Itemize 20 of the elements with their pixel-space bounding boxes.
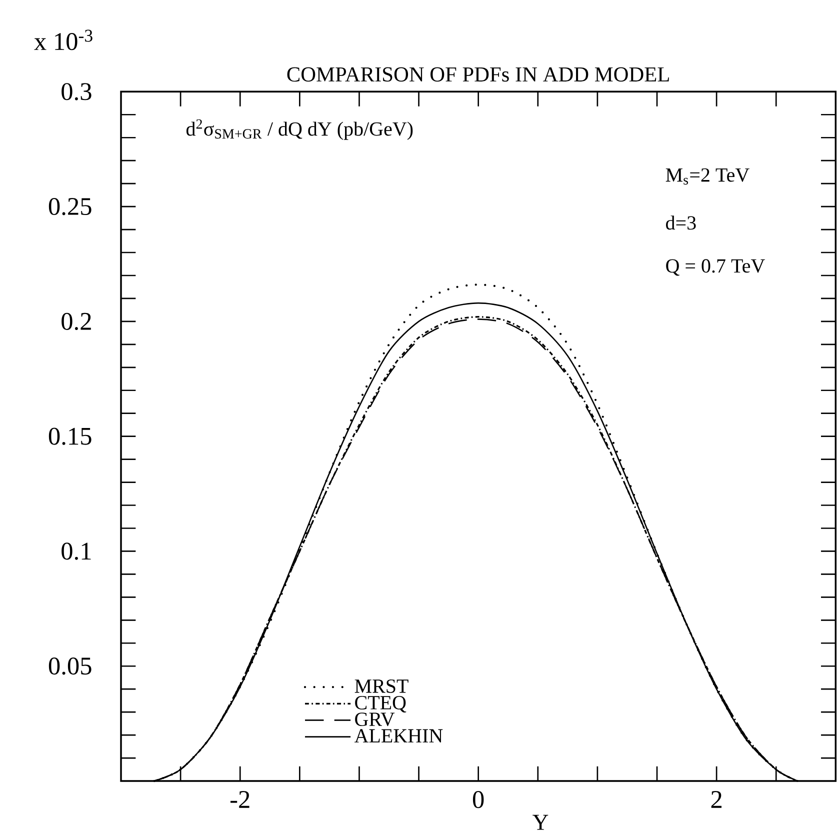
legend-label: MRST [354, 679, 408, 693]
legend-label: ALEKHIN [354, 729, 443, 742]
y-tick-label: 0.3 [62, 83, 92, 100]
x-tick-label: 2 [711, 791, 722, 808]
y-tick-label: 0.1 [62, 542, 91, 560]
annotation: d=3 [666, 216, 696, 230]
x-tick-label: 0 [472, 791, 484, 808]
legend-label: CTEQ [355, 696, 406, 713]
x-tick-label: -2 [230, 791, 250, 808]
y-tick-label: 0.2 [62, 312, 91, 330]
legend-label: GRV [355, 712, 395, 726]
text: x 10$^{-3}$ [34, 30, 92, 50]
annotation: M$_{s}$=2 TeV [666, 168, 750, 185]
y-tick-label: 0.05 [48, 658, 92, 675]
chart-title: COMPARISON OF PDFs IN ADD MODEL [287, 67, 669, 82]
annotation: d$^{2}$σ$_{SM+GR}$ / dQ dY (pb/GeV) [186, 119, 413, 140]
annotation: Q = 0.7 TeV [666, 259, 765, 276]
y-tick-label: 0.15 [48, 428, 92, 445]
x-axis-title: Y [532, 814, 548, 830]
y-tick-label: 0.25 [48, 198, 92, 216]
